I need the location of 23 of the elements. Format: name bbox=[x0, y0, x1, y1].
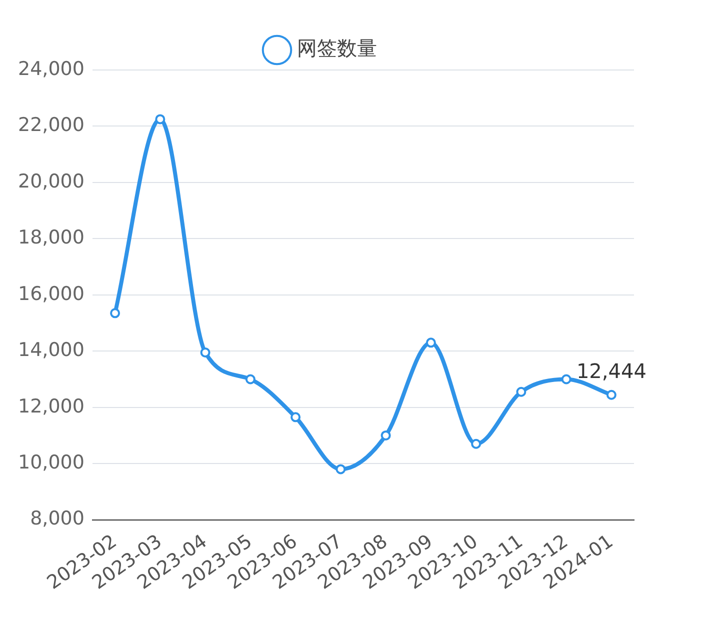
y-tick-label: 12,000 bbox=[18, 395, 84, 418]
point bbox=[245, 374, 256, 384]
point bbox=[155, 114, 166, 124]
data-label: 12,444 bbox=[576, 359, 646, 384]
y-tick-label: 24,000 bbox=[18, 58, 84, 80]
legend-label: 网签数量 bbox=[297, 36, 377, 60]
y-tick-label: 16,000 bbox=[18, 282, 84, 305]
y-tick-label: 10,000 bbox=[18, 452, 84, 474]
point bbox=[426, 338, 436, 348]
point bbox=[380, 430, 391, 440]
point bbox=[561, 374, 572, 384]
point bbox=[110, 308, 120, 318]
y-tick-label: 20,000 bbox=[18, 170, 84, 192]
y-tick-label: 8,000 bbox=[30, 508, 84, 530]
y-tick-label: 18,000 bbox=[18, 226, 84, 249]
y-tick-label: 22,000 bbox=[18, 114, 84, 136]
point bbox=[290, 412, 301, 422]
point bbox=[336, 464, 346, 474]
point bbox=[200, 348, 210, 358]
point bbox=[516, 386, 526, 397]
point bbox=[471, 438, 482, 449]
y-tick-label: 14,000 bbox=[18, 339, 84, 362]
point bbox=[606, 390, 616, 400]
